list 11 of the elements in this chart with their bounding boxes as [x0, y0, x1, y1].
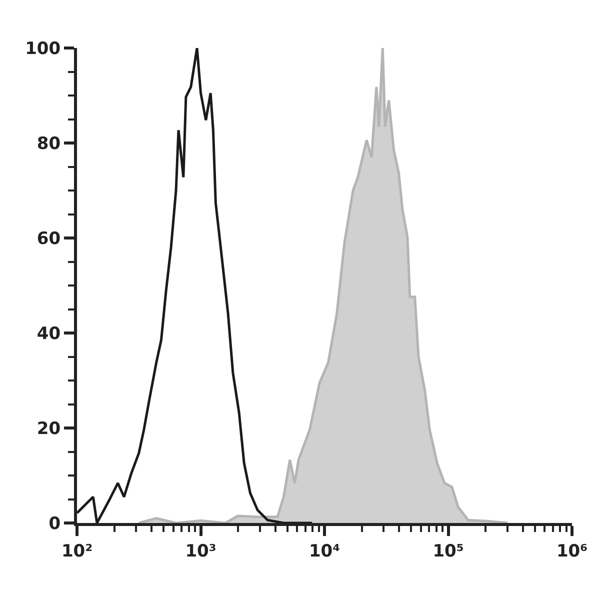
x-tick-label: 10²	[61, 541, 93, 562]
y-tick-label: 0	[48, 514, 61, 534]
y-tick-label: 60	[36, 228, 61, 249]
x-tick-label: 10⁴	[308, 541, 340, 562]
x-tick-label: 10³	[185, 541, 216, 562]
y-tick-label: 20	[36, 418, 61, 439]
y-tick-label: 40	[36, 324, 61, 344]
x-tick-label: 10⁵	[432, 541, 464, 562]
y-tick-label: 100	[25, 38, 61, 59]
x-tick-label: 10⁶	[556, 541, 588, 562]
y-tick-label: 80	[36, 134, 61, 154]
